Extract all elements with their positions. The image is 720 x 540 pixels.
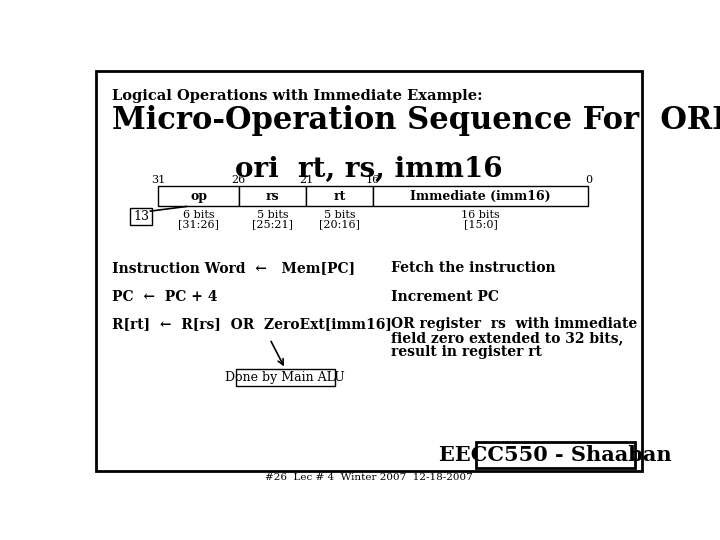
Text: Immediate (imm16): Immediate (imm16) bbox=[410, 190, 551, 203]
Text: 5 bits: 5 bits bbox=[256, 211, 288, 220]
Text: 13: 13 bbox=[133, 210, 149, 223]
Text: 16 bits: 16 bits bbox=[462, 211, 500, 220]
Text: [25:21]: [25:21] bbox=[252, 220, 293, 229]
Text: 16: 16 bbox=[366, 175, 380, 185]
Text: 26: 26 bbox=[232, 175, 246, 185]
Bar bbox=[130, 208, 152, 225]
Text: result in register rt: result in register rt bbox=[391, 345, 541, 359]
Text: OR register  rs  with immediate: OR register rs with immediate bbox=[391, 318, 637, 332]
Text: [31:26]: [31:26] bbox=[178, 220, 219, 229]
Bar bbox=[239, 186, 306, 206]
Text: [15:0]: [15:0] bbox=[464, 220, 498, 229]
Bar bbox=[158, 186, 239, 206]
Text: rt: rt bbox=[333, 190, 346, 203]
Text: field zero extended to 32 bits,: field zero extended to 32 bits, bbox=[391, 331, 623, 345]
Text: R[rt]  ←  R[rs]  OR  ZeroExt[imm16]: R[rt] ← R[rs] OR ZeroExt[imm16] bbox=[112, 318, 392, 332]
Text: Increment PC: Increment PC bbox=[391, 289, 499, 303]
Text: EECC550 - Shaaban: EECC550 - Shaaban bbox=[439, 445, 672, 465]
Text: 21: 21 bbox=[299, 175, 313, 185]
Text: PC  ←  PC + 4: PC ← PC + 4 bbox=[112, 289, 217, 303]
Text: 0: 0 bbox=[585, 175, 592, 185]
Text: 31: 31 bbox=[151, 175, 166, 185]
Text: op: op bbox=[190, 190, 207, 203]
Text: [20:16]: [20:16] bbox=[319, 220, 360, 229]
Text: 6 bits: 6 bits bbox=[183, 211, 215, 220]
Text: Instruction Word  ←   Mem[PC]: Instruction Word ← Mem[PC] bbox=[112, 261, 355, 275]
Bar bbox=[373, 186, 588, 206]
Text: 5 bits: 5 bits bbox=[324, 211, 356, 220]
Text: Logical Operations with Immediate Example:: Logical Operations with Immediate Exampl… bbox=[112, 90, 482, 104]
Text: Micro-Operation Sequence For  ORI: Micro-Operation Sequence For ORI bbox=[112, 105, 720, 136]
Text: Fetch the instruction: Fetch the instruction bbox=[391, 261, 555, 275]
Text: ori  rt, rs, imm16: ori rt, rs, imm16 bbox=[235, 156, 503, 183]
Text: #26  Lec # 4  Winter 2007  12-18-2007: #26 Lec # 4 Winter 2007 12-18-2007 bbox=[265, 473, 473, 482]
Bar bbox=[306, 186, 373, 206]
Bar bbox=[476, 442, 635, 468]
Bar bbox=[235, 369, 335, 386]
Text: Done by Main ALU: Done by Main ALU bbox=[225, 371, 345, 384]
Text: rs: rs bbox=[266, 190, 279, 203]
